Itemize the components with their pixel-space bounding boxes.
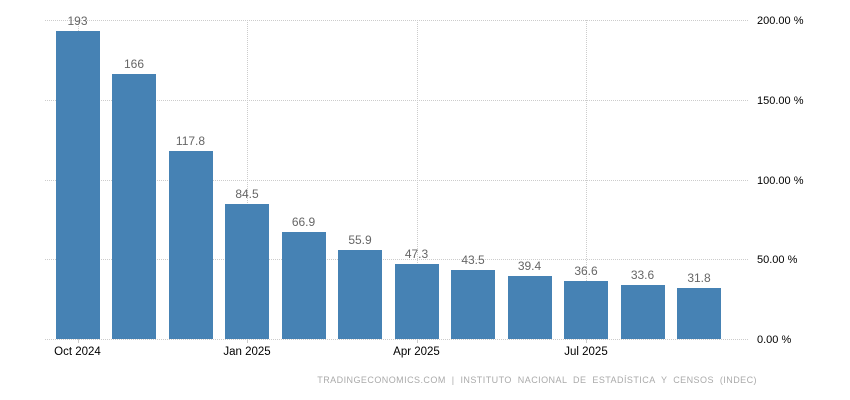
horizontal-gridline [45,20,748,21]
bar-value-label: 36.6 [574,263,598,278]
bar-value-label: 33.6 [630,268,655,283]
bar-value-label: 193 [67,14,88,29]
bar[interactable] [620,285,665,339]
bar[interactable] [507,276,552,339]
bar[interactable] [281,232,326,339]
x-axis-tick-label: Jan 2025 [223,346,271,358]
vertical-gridline [586,20,587,339]
x-axis-tick [247,339,248,343]
bar-value-label: 55.9 [348,232,372,247]
chart-source-attribution: TRADINGECONOMICS.COM | INSTITUTO NACIONA… [317,375,757,385]
x-axis-tick [416,339,418,343]
bar-value-label: 39.4 [517,259,542,274]
bar-value-label: 47.3 [404,246,429,261]
bar[interactable] [55,31,100,339]
bar-value-label: 31.8 [687,271,711,286]
horizontal-gridline [45,99,748,101]
x-axis-tick-label: Jul 2025 [564,346,608,358]
y-axis-tick-label: 150.00 % [757,94,804,107]
horizontal-gridline [45,179,748,181]
y-axis-tick-label: 0.00 % [757,334,792,346]
bar[interactable] [677,288,721,339]
bar[interactable] [394,263,439,339]
x-axis-tick-label: Oct 2024 [54,346,101,358]
horizontal-gridline [45,339,748,340]
bar[interactable] [112,74,156,339]
vertical-gridline [247,20,248,339]
x-axis-tick-label: Apr 2025 [393,346,440,358]
y-axis-tick-label: 200.00 % [757,15,804,27]
bar-value-label: 66.9 [291,215,316,230]
bar-value-label: 84.5 [235,187,259,202]
bar[interactable] [338,249,382,339]
vertical-gridline [416,20,418,339]
bar[interactable] [451,269,495,339]
bar-value-label: 43.5 [461,252,485,267]
bar[interactable] [564,280,608,339]
x-axis-tick [77,339,79,343]
y-axis-tick-label: 50.00 % [757,254,798,267]
bar-value-label: 117.8 [175,134,206,149]
plot-area: 193 166 117.8 84.5 66.9 55.9 47.3 43.5 39.4 36.6 3… [45,14,748,343]
bar[interactable] [225,204,269,339]
y-axis-tick-label: 100.00 % [757,174,804,187]
x-axis-tick [586,339,587,343]
horizontal-gridline [45,259,748,261]
bar[interactable] [168,151,213,339]
bar-value-label: 166 [123,57,145,72]
